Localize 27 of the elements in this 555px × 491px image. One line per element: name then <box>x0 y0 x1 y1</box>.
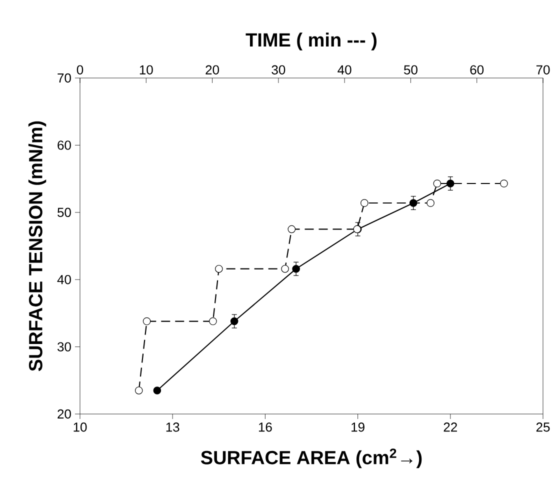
point <box>292 264 300 273</box>
point <box>153 386 162 394</box>
x2-tick-label: 20 <box>206 65 220 74</box>
x2-tick-label: 30 <box>272 65 286 74</box>
y-tick-label: 70 <box>58 73 71 83</box>
y-tick-label: 50 <box>58 208 71 217</box>
y-tick-label: 40 <box>57 274 71 284</box>
y-tick-label: 60 <box>58 140 71 150</box>
y-axis-title: SURFACE TENSION (mN/m) <box>28 121 46 372</box>
x2-tick-label: 70 <box>536 65 550 74</box>
x2-tick-label: 50 <box>404 65 418 74</box>
x-tick-label: 13 <box>166 422 180 432</box>
x-tick-label: 10 <box>74 422 87 432</box>
x2-tick-label: 0 <box>76 65 84 74</box>
x-tick-label: 16 <box>258 422 272 432</box>
x-tick-label: 22 <box>444 422 457 432</box>
x-tick-label: 25 <box>536 422 550 432</box>
x2-tick-label: 60 <box>470 65 484 74</box>
y-tick-label: 30 <box>58 342 71 352</box>
point <box>230 317 238 326</box>
point <box>446 180 454 188</box>
x2-tick-label: 10 <box>140 65 153 74</box>
x-tick-label: 19 <box>352 422 364 432</box>
x-axis-title: SURFACE AREA (cm$^{2}$→) <box>200 448 422 468</box>
y-tick-label: 20 <box>58 409 71 419</box>
x2-tick-label: 40 <box>338 65 352 74</box>
x2-axis-title: TIME ( min --- ) <box>246 32 377 50</box>
